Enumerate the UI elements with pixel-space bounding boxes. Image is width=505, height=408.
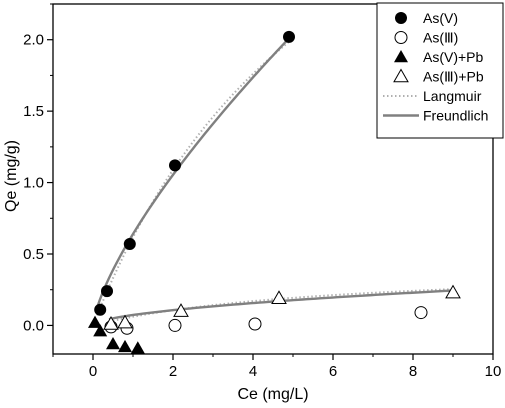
plot-frame — [52, 3, 494, 355]
data-point — [271, 290, 287, 305]
data-point — [123, 238, 136, 250]
data-point — [106, 337, 120, 350]
data-point — [103, 315, 119, 330]
data-point — [169, 159, 181, 172]
data-point — [414, 306, 428, 320]
x-tick-label: 0 — [89, 363, 97, 380]
y-tick-label: 1.0 — [23, 175, 44, 192]
y-tick-label: 2.0 — [23, 32, 44, 49]
data-markers — [88, 30, 461, 354]
legend-swatch — [394, 50, 408, 63]
legend-label: Freundlich — [423, 108, 488, 124]
legend: As(V) As(Ⅲ) As(V)+Pb As(Ⅲ)+Pb Langmuir Freund… — [376, 2, 504, 139]
data-point — [118, 339, 132, 353]
y-tick-label: 0.0 — [23, 317, 44, 334]
legend-swatch — [394, 31, 408, 44]
legend-swatch — [393, 68, 409, 83]
axis-ticks: 0 2 4 6 8 10 0.0 0.5 1.0 1.5 2.0 — [23, 3, 502, 380]
x-tick-label: 4 — [249, 363, 257, 380]
legend-swatch — [395, 12, 407, 24]
data-point — [283, 30, 295, 43]
legend-label: As(Ⅲ) — [423, 30, 458, 46]
x-tick-label: 10 — [485, 363, 502, 380]
data-point — [445, 284, 461, 299]
data-point — [248, 317, 262, 331]
x-axis-title: Ce (mg/L) — [237, 386, 308, 403]
legend-label: As(V)+Pb — [423, 49, 484, 65]
x-tick-label: 2 — [169, 363, 177, 380]
data-point — [117, 314, 133, 329]
y-axis-title: Qe (mg/g) — [3, 140, 20, 212]
y-tick-label: 1.5 — [23, 103, 44, 120]
data-point — [173, 303, 189, 317]
y-tick-label: 0.5 — [23, 246, 44, 263]
legend-label: Langmuir — [423, 88, 482, 104]
langmuir-fit-line — [96, 40, 290, 316]
langmuir-fit-line — [108, 288, 454, 323]
data-point — [88, 315, 102, 328]
data-point — [101, 285, 113, 298]
data-point — [93, 324, 108, 337]
data-point — [130, 341, 145, 354]
x-tick-label: 8 — [409, 363, 417, 380]
data-point — [168, 318, 182, 332]
x-tick-label: 6 — [329, 363, 337, 380]
legend-label: As(V) — [423, 10, 458, 26]
data-point — [94, 303, 107, 316]
freundlich-fit-line — [95, 37, 290, 309]
plot-border — [52, 3, 494, 355]
legend-label: As(Ⅲ)+Pb — [423, 69, 484, 85]
